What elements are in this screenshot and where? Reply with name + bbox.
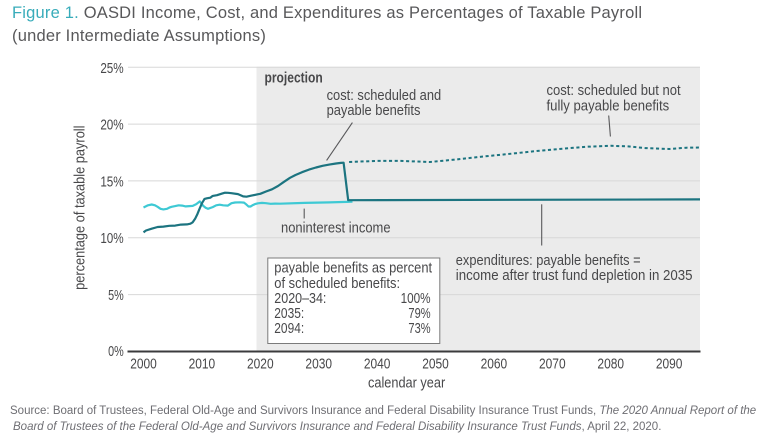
svg-text:15%: 15%	[100, 173, 123, 190]
svg-text:2030: 2030	[305, 355, 332, 372]
svg-text:2035:: 2035:	[274, 305, 304, 322]
svg-text:2050: 2050	[422, 355, 449, 372]
svg-text:payable benefits as percent: payable benefits as percent	[274, 259, 432, 276]
svg-text:of scheduled benefits:: of scheduled benefits:	[274, 274, 400, 291]
svg-text:100%: 100%	[401, 290, 431, 307]
svg-text:income after trust fund deplet: income after trust fund depletion in 203…	[456, 267, 693, 284]
svg-text:2080: 2080	[597, 355, 624, 372]
svg-text:percentage of taxable payroll: percentage of taxable payroll	[71, 126, 88, 290]
svg-text:73%: 73%	[408, 319, 430, 336]
svg-text:10%: 10%	[100, 230, 123, 247]
svg-text:cost: scheduled and: cost: scheduled and	[327, 86, 442, 103]
svg-text:projection: projection	[265, 69, 323, 86]
svg-text:2094:: 2094:	[274, 320, 304, 337]
svg-text:2040: 2040	[364, 355, 391, 372]
svg-text:0%: 0%	[108, 342, 124, 359]
svg-text:calendar year: calendar year	[368, 374, 446, 391]
svg-text:expenditures: payable benefits: expenditures: payable benefits =	[456, 251, 641, 268]
svg-text:cost: scheduled but not: cost: scheduled but not	[547, 81, 681, 98]
svg-text:2000: 2000	[130, 355, 157, 372]
svg-text:25%: 25%	[100, 60, 123, 77]
svg-text:79%: 79%	[408, 304, 430, 321]
svg-text:2070: 2070	[539, 355, 566, 372]
svg-text:2060: 2060	[481, 355, 508, 372]
svg-text:2020: 2020	[247, 355, 274, 372]
svg-text:2010: 2010	[189, 355, 216, 372]
svg-text:payable benefits: payable benefits	[327, 101, 421, 118]
svg-text:fully payable benefits: fully payable benefits	[547, 97, 670, 114]
svg-text:noninterest income: noninterest income	[281, 218, 391, 235]
svg-text:5%: 5%	[108, 286, 124, 303]
svg-text:20%: 20%	[100, 116, 123, 133]
svg-text:2090: 2090	[656, 355, 683, 372]
svg-text:2020–34:: 2020–34:	[274, 290, 326, 306]
